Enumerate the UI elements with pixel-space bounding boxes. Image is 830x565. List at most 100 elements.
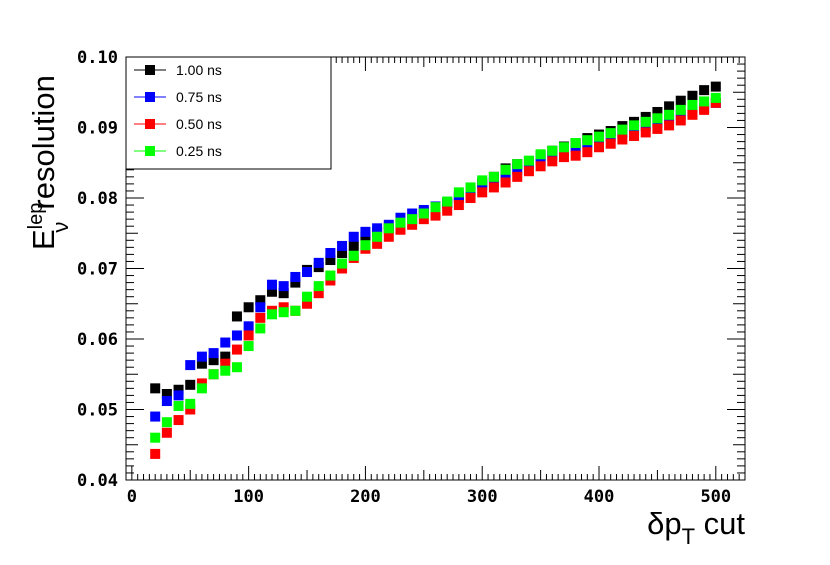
svg-text:Elepνresolution: Elepν resolution <box>25 75 73 250</box>
data-point <box>594 142 605 153</box>
data-point <box>535 155 546 166</box>
data-point <box>500 170 511 181</box>
legend-item: 0.25 ns <box>134 143 222 159</box>
x-axis-title-main: δp <box>647 506 682 541</box>
data-point <box>290 277 301 288</box>
data-point <box>629 130 640 141</box>
axis-ticks: 0 100 200 300 400 500 0.04 0.05 0.06 0.07 0.08 0.09… <box>77 48 746 507</box>
data-point <box>395 224 406 235</box>
y-tick-label: 0.10 <box>77 48 118 68</box>
data-point <box>407 219 418 230</box>
data-point <box>699 104 710 115</box>
data-point <box>372 231 383 242</box>
data-point <box>290 271 301 282</box>
data-point <box>547 156 558 167</box>
data-point <box>442 196 453 207</box>
data-point <box>208 348 219 359</box>
data-point <box>675 115 686 126</box>
y-axis-title-suffix: resolution <box>26 75 61 209</box>
data-point <box>582 147 593 158</box>
data-point <box>675 95 686 106</box>
legend-marker <box>145 146 155 156</box>
data-point <box>558 152 569 163</box>
data-point <box>348 231 359 242</box>
data-point <box>687 90 698 101</box>
data-point <box>220 358 231 369</box>
legend-marker <box>145 119 155 129</box>
data-point <box>383 223 394 234</box>
data-point <box>360 240 371 251</box>
x-tick-label: 300 <box>467 487 498 507</box>
data-point <box>710 81 721 92</box>
x-axis-title-suffix: cut <box>695 506 745 541</box>
data-point <box>325 270 336 281</box>
data-point <box>652 123 663 134</box>
y-tick-label: 0.04 <box>77 471 118 491</box>
legend-label: 1.00 ns <box>176 62 222 78</box>
legend-item: 1.00 ns <box>134 62 222 78</box>
data-point <box>617 124 628 135</box>
data-points <box>150 81 721 459</box>
data-point <box>348 250 359 261</box>
data-point <box>675 104 686 115</box>
data-point <box>208 369 219 380</box>
y-axis-title-sub: ν <box>48 222 73 233</box>
data-point <box>290 305 301 316</box>
data-point <box>337 240 348 251</box>
data-point <box>325 255 336 266</box>
legend-item: 0.50 ns <box>134 116 222 132</box>
data-point <box>500 164 511 175</box>
legend-label: 0.50 ns <box>176 116 222 132</box>
data-point <box>325 247 336 258</box>
data-point <box>430 210 441 221</box>
data-point <box>640 127 651 138</box>
data-point <box>161 427 172 438</box>
data-point <box>278 288 289 299</box>
data-point <box>337 258 348 269</box>
data-point <box>255 312 266 323</box>
x-tick-label: 500 <box>700 487 731 507</box>
data-point <box>582 135 593 146</box>
y-tick-label: 0.09 <box>77 119 118 139</box>
data-point <box>395 217 406 228</box>
data-point <box>512 159 523 170</box>
data-point <box>243 330 254 341</box>
data-point <box>570 150 581 161</box>
data-point <box>418 208 429 219</box>
data-point <box>161 388 172 399</box>
data-point <box>418 214 429 225</box>
data-point <box>196 351 207 362</box>
data-point <box>337 247 348 258</box>
data-point <box>266 279 277 290</box>
data-point <box>594 131 605 142</box>
data-point <box>313 288 324 299</box>
x-tick-label: 0 <box>127 487 137 507</box>
data-point <box>407 214 418 225</box>
data-point <box>220 337 231 348</box>
legend-box <box>125 56 332 170</box>
data-point <box>302 267 313 278</box>
data-point <box>220 351 231 362</box>
y-tick-label: 0.06 <box>77 330 118 350</box>
y-tick-label: 0.08 <box>77 189 118 209</box>
data-point <box>477 175 488 186</box>
y-axis-title-base: E <box>26 229 61 250</box>
data-point <box>372 223 383 234</box>
x-axis-title: δpT cut <box>647 506 745 549</box>
data-point <box>348 240 359 251</box>
data-point <box>231 311 242 322</box>
x-axis-title-sub: T <box>682 524 695 549</box>
data-point <box>535 161 546 172</box>
data-point <box>313 257 324 268</box>
data-point <box>664 120 675 131</box>
data-point <box>255 302 266 313</box>
data-point <box>372 238 383 249</box>
data-point <box>605 138 616 149</box>
data-point <box>664 101 675 112</box>
data-point <box>710 92 721 103</box>
data-point <box>547 145 558 156</box>
data-point <box>161 417 172 428</box>
legend: 1.00 ns 0.75 ns 0.50 ns 0.25 ns <box>125 56 332 170</box>
data-point <box>477 187 488 198</box>
